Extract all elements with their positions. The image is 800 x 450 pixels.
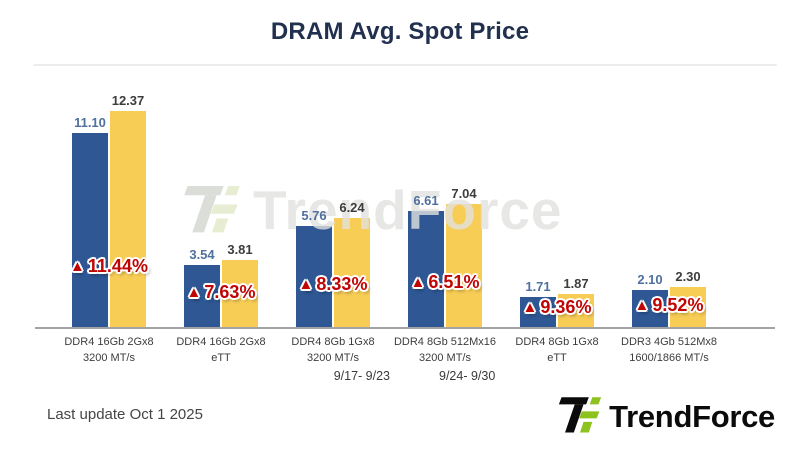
- bar-week2: [222, 260, 258, 327]
- up-triangle-icon: ▲: [298, 276, 314, 293]
- brand-name: TrendForce: [609, 398, 775, 434]
- bar-group: 6.61 7.04 ▲ 6.51%: [389, 66, 501, 327]
- up-triangle-icon: ▲: [70, 258, 85, 275]
- change-percent: 7.63%: [204, 282, 256, 302]
- legend-item-week2: 9/24- 9/30: [420, 369, 495, 383]
- value-label: 1.87: [563, 276, 589, 292]
- change-percent: 11.44%: [87, 256, 148, 276]
- bar-week2: [558, 294, 594, 327]
- legend-label: 9/24- 9/30: [439, 369, 496, 383]
- bar-week2: [670, 286, 706, 327]
- value-label: 2.30: [675, 268, 701, 284]
- up-triangle-icon: ▲: [186, 284, 202, 301]
- value-label: 1.71: [525, 279, 551, 295]
- bar-week2: [446, 203, 482, 327]
- bar-group: 3.54 3.81 ▲ 7.63%: [165, 66, 277, 327]
- legend-swatch-blue: [315, 370, 327, 382]
- change-badge: ▲ 9.52%: [635, 295, 704, 316]
- bar-week1: [184, 265, 220, 327]
- change-percent: 9.36%: [540, 297, 592, 317]
- value-label: 12.37: [111, 92, 145, 108]
- category-label: DDR4 8Gb 1Gx8 eTT: [515, 336, 599, 364]
- value-label: 6.24: [339, 199, 365, 215]
- change-badge: ▲ 7.63%: [187, 282, 256, 303]
- up-triangle-icon: ▲: [522, 299, 538, 316]
- bar-week2: [334, 217, 370, 327]
- legend-swatch-yellow: [420, 370, 432, 382]
- change-percent: 9.52%: [652, 295, 704, 315]
- last-update-text: Last update Oct 1 2025: [47, 406, 203, 423]
- value-label: 3.81: [227, 242, 253, 258]
- change-badge: ▲ 9.36%: [523, 297, 592, 318]
- x-axis-line: [35, 327, 775, 329]
- category-label: DDR4 16Gb 2Gx8 eTT: [176, 336, 266, 364]
- bar-week1: [520, 297, 556, 327]
- trendforce-logo: TrendForce: [558, 392, 775, 441]
- title-divider: [33, 64, 777, 66]
- bar-group: 2.10 2.30 ▲ 9.52%: [613, 66, 725, 327]
- trendforce-logo-icon: [558, 392, 602, 441]
- category-label: DDR4 8Gb 1Gx8 3200 MT/s: [291, 336, 375, 364]
- value-label: 3.54: [189, 247, 215, 262]
- category-label: DDR4 8Gb 512Mx16 3200 MT/s: [393, 336, 497, 364]
- bar-group: 11.10 12.37 ▲ 11.44%: [53, 66, 165, 327]
- change-badge: ▲ 6.51%: [411, 272, 480, 293]
- change-percent: 6.51%: [428, 272, 480, 292]
- bar-group: 5.76 6.24 ▲ 8.33%: [277, 66, 389, 327]
- plot-area: 11.10 12.37 ▲ 11.44% 3.54 3.81 ▲ 7.63% 5.76 6.24 ▲…: [35, 66, 775, 329]
- category-label: DDR3 4Gb 512Mx8 1600/1866 MT/s: [621, 336, 717, 364]
- bar-week1: [408, 211, 444, 327]
- category-label: DDR4 16Gb 2Gx8 3200 MT/s: [64, 336, 154, 364]
- legend-item-week1: 9/17- 9/23: [315, 369, 390, 383]
- category-labels: DDR4 16Gb 2Gx8 3200 MT/s DDR4 16Gb 2Gx8 e…: [35, 335, 775, 367]
- value-label: 2.10: [637, 272, 663, 288]
- bar-group: 1.71 1.87 ▲ 9.36%: [501, 66, 613, 327]
- value-label: 7.04: [451, 185, 477, 201]
- up-triangle-icon: ▲: [634, 297, 650, 314]
- value-label: 5.76: [301, 208, 327, 224]
- bar-week1: [632, 290, 668, 327]
- bar-week2: [110, 110, 146, 327]
- change-badge: ▲ 8.33%: [299, 274, 368, 295]
- change-percent: 8.33%: [316, 274, 368, 294]
- value-label: 6.61: [413, 193, 439, 209]
- legend: 9/17- 9/23 9/24- 9/30: [35, 369, 775, 383]
- chart-title: DRAM Avg. Spot Price: [270, 18, 530, 45]
- change-badge: ▲ 11.44%: [70, 256, 148, 277]
- bar-week1: [72, 132, 108, 327]
- bar-groups: 11.10 12.37 ▲ 11.44% 3.54 3.81 ▲ 7.63% 5.76 6.24 ▲…: [53, 66, 725, 327]
- value-label: 11.10: [74, 114, 106, 130]
- legend-label: 9/17- 9/23: [333, 369, 390, 383]
- up-triangle-icon: ▲: [410, 274, 426, 291]
- bar-week1: [296, 226, 332, 327]
